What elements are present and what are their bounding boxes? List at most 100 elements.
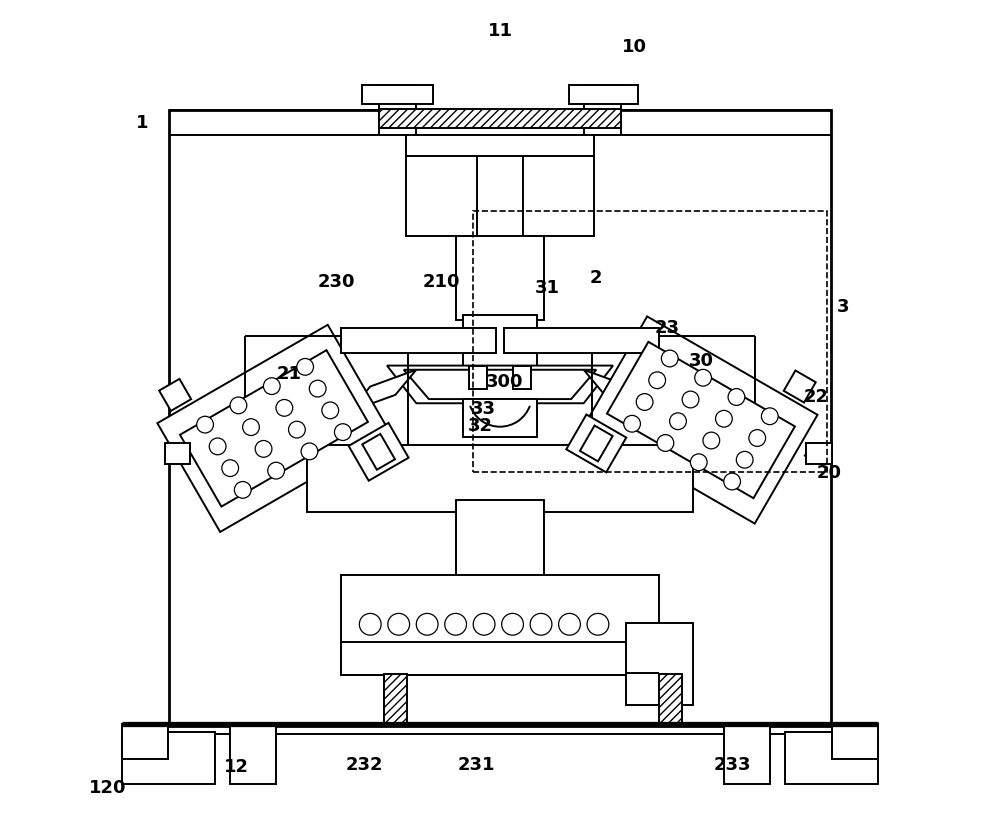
Circle shape bbox=[255, 440, 272, 457]
Circle shape bbox=[728, 389, 745, 406]
Text: 11: 11 bbox=[488, 22, 512, 39]
Circle shape bbox=[661, 350, 678, 367]
Text: 33: 33 bbox=[471, 400, 496, 418]
Polygon shape bbox=[607, 342, 795, 498]
Circle shape bbox=[716, 411, 732, 427]
Polygon shape bbox=[784, 370, 816, 402]
Polygon shape bbox=[362, 434, 395, 470]
Circle shape bbox=[301, 443, 318, 459]
Bar bbox=[626, 622, 693, 705]
Polygon shape bbox=[566, 414, 626, 472]
Circle shape bbox=[587, 613, 609, 635]
Text: 21: 21 bbox=[277, 365, 302, 383]
Text: 2: 2 bbox=[589, 269, 602, 286]
Circle shape bbox=[209, 438, 226, 454]
Text: 22: 22 bbox=[803, 388, 828, 407]
Circle shape bbox=[309, 381, 326, 397]
Circle shape bbox=[473, 613, 495, 635]
Polygon shape bbox=[157, 325, 391, 532]
Bar bbox=[406, 135, 477, 236]
Bar bbox=[806, 443, 832, 464]
Bar bbox=[456, 236, 544, 319]
Text: 1: 1 bbox=[136, 113, 149, 132]
Bar bbox=[584, 85, 621, 135]
Circle shape bbox=[268, 462, 284, 479]
Circle shape bbox=[559, 613, 580, 635]
Circle shape bbox=[243, 419, 259, 435]
Bar bbox=[230, 724, 276, 785]
Bar bbox=[473, 211, 827, 472]
Bar bbox=[384, 674, 407, 726]
Circle shape bbox=[636, 394, 653, 411]
Circle shape bbox=[263, 378, 280, 395]
Bar bbox=[513, 365, 531, 389]
Bar bbox=[463, 399, 537, 437]
Circle shape bbox=[657, 434, 674, 451]
Circle shape bbox=[649, 372, 666, 389]
Bar bbox=[785, 732, 878, 785]
Polygon shape bbox=[387, 365, 613, 403]
Bar bbox=[724, 724, 770, 785]
Circle shape bbox=[703, 432, 720, 449]
Circle shape bbox=[276, 400, 293, 417]
Circle shape bbox=[682, 391, 699, 408]
Bar bbox=[230, 724, 276, 759]
Text: 31: 31 bbox=[535, 279, 560, 297]
Polygon shape bbox=[404, 370, 596, 399]
Bar bbox=[169, 110, 831, 726]
Bar bbox=[456, 500, 544, 579]
Text: 20: 20 bbox=[817, 464, 842, 482]
Circle shape bbox=[416, 613, 438, 635]
Bar bbox=[341, 328, 496, 353]
Circle shape bbox=[289, 421, 305, 438]
Text: 300: 300 bbox=[485, 373, 523, 391]
Circle shape bbox=[670, 413, 686, 429]
Polygon shape bbox=[584, 317, 818, 523]
Text: 231: 231 bbox=[458, 756, 495, 774]
Text: 10: 10 bbox=[621, 39, 646, 56]
Polygon shape bbox=[180, 350, 368, 507]
Circle shape bbox=[445, 613, 467, 635]
Text: 233: 233 bbox=[714, 756, 751, 774]
Bar bbox=[504, 328, 659, 353]
Bar bbox=[569, 85, 638, 104]
Polygon shape bbox=[580, 426, 613, 461]
Text: 230: 230 bbox=[318, 273, 355, 291]
Circle shape bbox=[690, 454, 707, 470]
Bar bbox=[379, 85, 416, 135]
Bar bbox=[469, 365, 487, 389]
Circle shape bbox=[624, 415, 640, 432]
Bar bbox=[406, 135, 594, 156]
Text: 23: 23 bbox=[655, 319, 680, 337]
Circle shape bbox=[388, 613, 410, 635]
Circle shape bbox=[334, 423, 351, 440]
Bar bbox=[307, 445, 693, 512]
Bar bbox=[523, 135, 594, 236]
Polygon shape bbox=[584, 370, 647, 412]
Polygon shape bbox=[349, 423, 409, 480]
Circle shape bbox=[297, 359, 314, 375]
Circle shape bbox=[749, 429, 766, 446]
Circle shape bbox=[359, 613, 381, 635]
Bar bbox=[122, 724, 168, 759]
Text: 120: 120 bbox=[89, 780, 127, 797]
Circle shape bbox=[222, 459, 239, 476]
Bar bbox=[341, 642, 659, 675]
Text: 30: 30 bbox=[688, 353, 713, 370]
Bar bbox=[379, 108, 621, 128]
Bar bbox=[832, 724, 878, 759]
Circle shape bbox=[761, 408, 778, 425]
Bar bbox=[341, 575, 659, 675]
Text: 12: 12 bbox=[224, 759, 249, 776]
Bar bbox=[659, 674, 682, 726]
Bar bbox=[362, 85, 433, 104]
Text: 32: 32 bbox=[468, 417, 493, 435]
Polygon shape bbox=[159, 379, 191, 411]
Circle shape bbox=[230, 397, 247, 414]
Circle shape bbox=[724, 473, 740, 490]
Circle shape bbox=[530, 613, 552, 635]
Bar bbox=[463, 315, 537, 365]
Polygon shape bbox=[349, 370, 416, 412]
Text: 210: 210 bbox=[423, 273, 460, 291]
Circle shape bbox=[234, 481, 251, 498]
